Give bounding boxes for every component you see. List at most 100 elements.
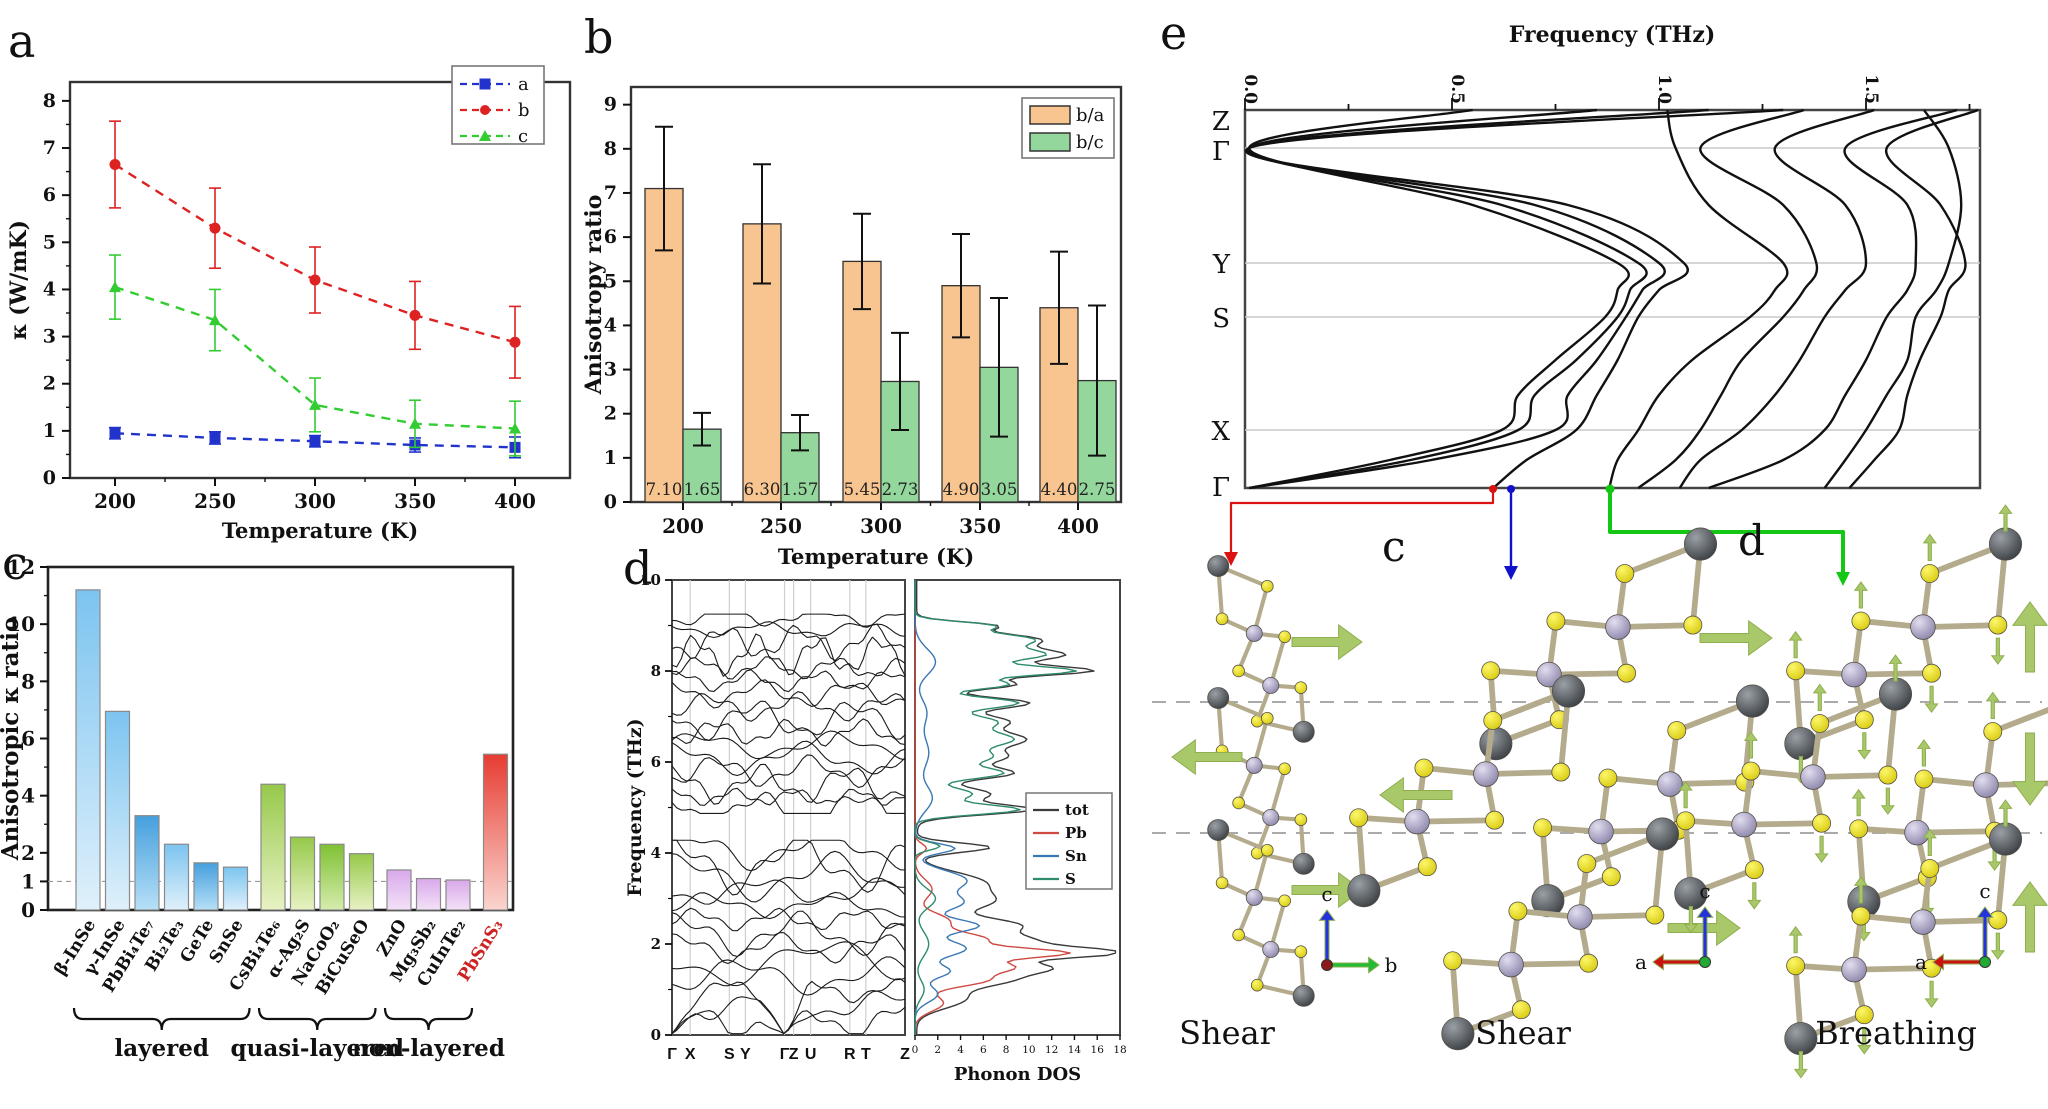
svg-text:6: 6: [980, 1044, 987, 1056]
svg-text:0: 0: [604, 491, 617, 513]
svg-text:300: 300: [860, 514, 902, 538]
svg-text:1.0: 1.0: [1654, 74, 1674, 104]
svg-text:R: R: [844, 1046, 856, 1063]
svg-text:2: 2: [43, 373, 56, 395]
svg-text:4.40: 4.40: [1041, 480, 1078, 499]
svg-text:Z: Z: [789, 1046, 799, 1063]
svg-text:b: b: [518, 100, 530, 121]
svg-text:400: 400: [494, 489, 536, 513]
svg-text:6: 6: [43, 184, 56, 206]
mode-sub-letter-c: c: [1382, 522, 1406, 571]
svg-text:S: S: [1212, 304, 1230, 334]
svg-text:400: 400: [1057, 514, 1099, 538]
svg-text:2: 2: [604, 403, 617, 425]
svg-text:Γ: Γ: [1212, 137, 1230, 167]
svg-text:1: 1: [604, 447, 617, 469]
svg-text:X: X: [685, 1046, 696, 1063]
panel-letter-a: a: [8, 14, 36, 68]
svg-text:6: 6: [651, 753, 661, 771]
svg-text:Γ: Γ: [1212, 473, 1230, 503]
svg-text:7: 7: [43, 137, 56, 159]
svg-text:Temperature (K): Temperature (K): [222, 518, 418, 543]
svg-text:c: c: [518, 126, 528, 147]
svg-text:2.75: 2.75: [1079, 480, 1116, 499]
svg-text:Z: Z: [900, 1046, 910, 1063]
svg-text:250: 250: [760, 514, 802, 538]
svg-text:16: 16: [1091, 1044, 1105, 1056]
svg-text:U: U: [805, 1046, 817, 1063]
svg-text:7: 7: [604, 182, 617, 204]
svg-text:Z: Z: [1212, 107, 1230, 137]
svg-text:non-layered: non-layered: [352, 1035, 505, 1062]
svg-text:4: 4: [957, 1044, 964, 1056]
svg-text:S: S: [1065, 870, 1076, 888]
svg-text:1: 1: [21, 869, 35, 893]
svg-text:Anisotropic κ ratio: Anisotropic κ ratio: [0, 617, 24, 861]
svg-text:0: 0: [43, 467, 56, 489]
panel-d-dos-legend: tot Pb Sn S: [1025, 792, 1113, 890]
svg-text:350: 350: [394, 489, 436, 513]
svg-text:c: c: [1979, 879, 1990, 903]
svg-text:1.65: 1.65: [684, 480, 721, 499]
panel-letter-e: e: [1160, 6, 1188, 60]
svg-text:0: 0: [651, 1026, 661, 1044]
svg-text:2.73: 2.73: [882, 480, 919, 499]
svg-text:0: 0: [21, 898, 35, 922]
svg-text:c: c: [1699, 879, 1710, 903]
svg-text:350: 350: [959, 514, 1001, 538]
svg-text:1.5: 1.5: [1861, 74, 1881, 104]
mode-label-shear-2: Shear: [1475, 1014, 1571, 1052]
panel-b-plot: 0 1 2 3 4 5 6 7 8 9 200 250 300 350 400 Temperature (K)…: [581, 85, 1123, 569]
svg-text:8: 8: [651, 662, 661, 680]
svg-text:12: 12: [1045, 1044, 1058, 1056]
crystal-structures: c b c a c a: [1152, 504, 2048, 1079]
svg-text:b/c: b/c: [1076, 132, 1104, 153]
panel-a-plot: 0 1 2 3 4 5 6 7 8 200 250 300 350 400 Temperature (K) κ…: [6, 65, 572, 543]
svg-text:b/a: b/a: [1076, 105, 1105, 126]
svg-text:0.0: 0.0: [1240, 74, 1260, 104]
svg-text:quasi-layered: quasi-layered: [231, 1035, 404, 1062]
svg-text:8: 8: [604, 138, 617, 160]
svg-text:2: 2: [934, 1044, 941, 1056]
svg-text:S: S: [724, 1046, 735, 1063]
svg-text:a: a: [518, 74, 529, 95]
svg-text:7.10: 7.10: [646, 480, 683, 499]
svg-text:14: 14: [1068, 1044, 1082, 1056]
svg-text:3: 3: [604, 359, 617, 381]
svg-text:Phonon DOS: Phonon DOS: [954, 1064, 1081, 1085]
panel-letter-d: d: [623, 541, 653, 595]
svg-text:4: 4: [604, 314, 617, 336]
svg-text:300: 300: [294, 489, 336, 513]
svg-text:5.45: 5.45: [844, 480, 881, 499]
panel-letter-b: b: [584, 10, 614, 64]
svg-text:200: 200: [94, 489, 136, 513]
svg-text:9: 9: [604, 94, 617, 116]
svg-text:10: 10: [1022, 1044, 1035, 1056]
svg-text:Y: Y: [1212, 250, 1231, 280]
svg-text:10: 10: [7, 612, 35, 636]
svg-text:4: 4: [651, 844, 661, 862]
svg-text:κ (W/mK): κ (W/mK): [6, 220, 32, 340]
svg-text:Temperature (K): Temperature (K): [778, 544, 974, 569]
svg-text:250: 250: [194, 489, 236, 513]
panel-a-legend: abc: [451, 65, 545, 147]
svg-text:Anisotropy ratio: Anisotropy ratio: [581, 195, 607, 396]
svg-text:3: 3: [43, 326, 56, 348]
svg-text:1: 1: [43, 420, 56, 442]
svg-text:Sn: Sn: [1065, 847, 1087, 865]
svg-text:4: 4: [21, 784, 35, 808]
svg-text:2: 2: [21, 841, 35, 865]
svg-text:2: 2: [651, 935, 661, 953]
svg-text:Y: Y: [740, 1046, 751, 1063]
svg-text:tot: tot: [1065, 801, 1089, 819]
svg-text:0.5: 0.5: [1447, 74, 1467, 104]
mode-label-shear-1: Shear: [1179, 1014, 1275, 1052]
svg-text:4: 4: [43, 278, 56, 300]
svg-text:a: a: [1635, 950, 1647, 974]
svg-text:12: 12: [7, 555, 35, 579]
svg-text:8: 8: [1003, 1044, 1010, 1056]
svg-text:Frequency (THz): Frequency (THz): [624, 718, 646, 896]
